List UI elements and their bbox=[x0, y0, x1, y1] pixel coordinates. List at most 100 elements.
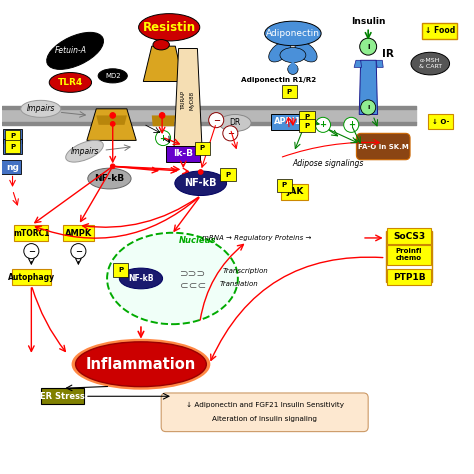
Text: MD2: MD2 bbox=[105, 73, 120, 79]
FancyBboxPatch shape bbox=[282, 85, 297, 99]
FancyBboxPatch shape bbox=[3, 129, 22, 143]
Text: IR: IR bbox=[382, 49, 394, 59]
Text: ⊃⊃⊃: ⊃⊃⊃ bbox=[180, 269, 206, 279]
Circle shape bbox=[110, 164, 115, 169]
Text: Alteration of Insulin signaling: Alteration of Insulin signaling bbox=[212, 416, 317, 422]
Text: −: − bbox=[28, 246, 35, 255]
Text: I: I bbox=[367, 44, 369, 50]
Text: Nucleus: Nucleus bbox=[179, 236, 216, 245]
Text: Insulin: Insulin bbox=[351, 17, 385, 26]
Ellipse shape bbox=[264, 21, 321, 46]
Ellipse shape bbox=[72, 339, 210, 390]
Circle shape bbox=[361, 100, 376, 115]
Ellipse shape bbox=[98, 69, 128, 83]
Circle shape bbox=[71, 244, 86, 259]
Text: Fetuin-A: Fetuin-A bbox=[55, 46, 86, 55]
FancyBboxPatch shape bbox=[5, 129, 20, 143]
Ellipse shape bbox=[138, 14, 200, 41]
Text: Resistin: Resistin bbox=[143, 21, 196, 34]
Polygon shape bbox=[288, 60, 298, 73]
FancyBboxPatch shape bbox=[161, 393, 368, 432]
Text: NF-kB: NF-kB bbox=[94, 174, 125, 183]
Text: mRNA → Regulatory Proteins →: mRNA → Regulatory Proteins → bbox=[201, 235, 311, 241]
Circle shape bbox=[155, 130, 171, 146]
Text: P: P bbox=[200, 146, 205, 151]
FancyBboxPatch shape bbox=[12, 269, 51, 285]
Ellipse shape bbox=[47, 32, 103, 69]
Ellipse shape bbox=[219, 115, 251, 131]
Ellipse shape bbox=[107, 233, 238, 324]
Text: NF-kB: NF-kB bbox=[128, 274, 154, 283]
FancyBboxPatch shape bbox=[195, 142, 210, 155]
Text: ng: ng bbox=[6, 163, 19, 172]
Text: P: P bbox=[10, 144, 15, 149]
Polygon shape bbox=[376, 60, 383, 67]
Text: AMPK: AMPK bbox=[65, 229, 92, 238]
Ellipse shape bbox=[49, 73, 91, 92]
FancyBboxPatch shape bbox=[428, 114, 453, 129]
Ellipse shape bbox=[21, 100, 61, 117]
Polygon shape bbox=[96, 116, 127, 125]
FancyBboxPatch shape bbox=[422, 23, 457, 38]
Text: I: I bbox=[367, 105, 369, 110]
Ellipse shape bbox=[295, 42, 317, 62]
Circle shape bbox=[316, 117, 330, 132]
Ellipse shape bbox=[280, 47, 306, 63]
Text: P: P bbox=[304, 114, 310, 120]
Ellipse shape bbox=[269, 42, 291, 62]
Ellipse shape bbox=[119, 268, 163, 289]
Text: SoCS3: SoCS3 bbox=[393, 232, 425, 241]
Text: +: + bbox=[348, 120, 355, 129]
Text: Adiponectin: Adiponectin bbox=[266, 29, 320, 38]
FancyBboxPatch shape bbox=[356, 133, 410, 160]
Text: TRIRAP: TRIRAP bbox=[181, 91, 186, 110]
Text: Adiponectin R1/R2: Adiponectin R1/R2 bbox=[241, 77, 317, 83]
Circle shape bbox=[110, 113, 116, 118]
Text: Transcription: Transcription bbox=[222, 268, 268, 274]
Text: ⊂⊂⊂: ⊂⊂⊂ bbox=[180, 282, 206, 292]
FancyBboxPatch shape bbox=[300, 119, 315, 132]
Text: Inflammation: Inflammation bbox=[86, 357, 196, 372]
Text: α-MSH
& CART: α-MSH & CART bbox=[419, 58, 442, 69]
Ellipse shape bbox=[175, 171, 227, 196]
Circle shape bbox=[360, 38, 377, 55]
FancyBboxPatch shape bbox=[3, 139, 22, 154]
FancyBboxPatch shape bbox=[63, 225, 94, 241]
Text: JAK: JAK bbox=[286, 187, 303, 196]
Text: P: P bbox=[282, 182, 287, 188]
Polygon shape bbox=[354, 60, 362, 67]
Text: APPI1: APPI1 bbox=[274, 117, 302, 126]
Polygon shape bbox=[87, 109, 136, 140]
FancyBboxPatch shape bbox=[271, 114, 306, 129]
Polygon shape bbox=[359, 60, 378, 115]
Text: +: + bbox=[319, 120, 327, 129]
FancyBboxPatch shape bbox=[387, 269, 431, 285]
Circle shape bbox=[344, 117, 359, 132]
Text: PTP1B: PTP1B bbox=[393, 273, 425, 282]
Text: MyD88: MyD88 bbox=[190, 91, 195, 110]
Text: DR: DR bbox=[229, 118, 241, 128]
Text: P: P bbox=[287, 89, 292, 95]
Circle shape bbox=[159, 113, 165, 118]
FancyBboxPatch shape bbox=[220, 168, 236, 182]
Text: +: + bbox=[160, 134, 166, 143]
Text: Adipose signalings: Adipose signalings bbox=[293, 159, 365, 168]
Text: −: − bbox=[75, 246, 82, 255]
FancyBboxPatch shape bbox=[387, 245, 431, 265]
Polygon shape bbox=[152, 116, 175, 126]
FancyBboxPatch shape bbox=[277, 179, 292, 192]
FancyBboxPatch shape bbox=[387, 228, 431, 244]
Text: Ik-B: Ik-B bbox=[173, 149, 193, 158]
Text: −: − bbox=[227, 129, 234, 138]
Circle shape bbox=[24, 244, 39, 259]
Text: TLR4: TLR4 bbox=[58, 78, 83, 87]
Text: −: − bbox=[213, 116, 220, 125]
FancyBboxPatch shape bbox=[1, 160, 20, 174]
Text: mTORC1: mTORC1 bbox=[13, 229, 50, 238]
Text: P: P bbox=[10, 133, 15, 139]
FancyBboxPatch shape bbox=[14, 225, 48, 241]
Circle shape bbox=[198, 170, 203, 174]
Circle shape bbox=[209, 113, 224, 128]
Text: Autophagy: Autophagy bbox=[8, 273, 55, 282]
Text: FA-O in SK.M: FA-O in SK.M bbox=[358, 144, 409, 149]
